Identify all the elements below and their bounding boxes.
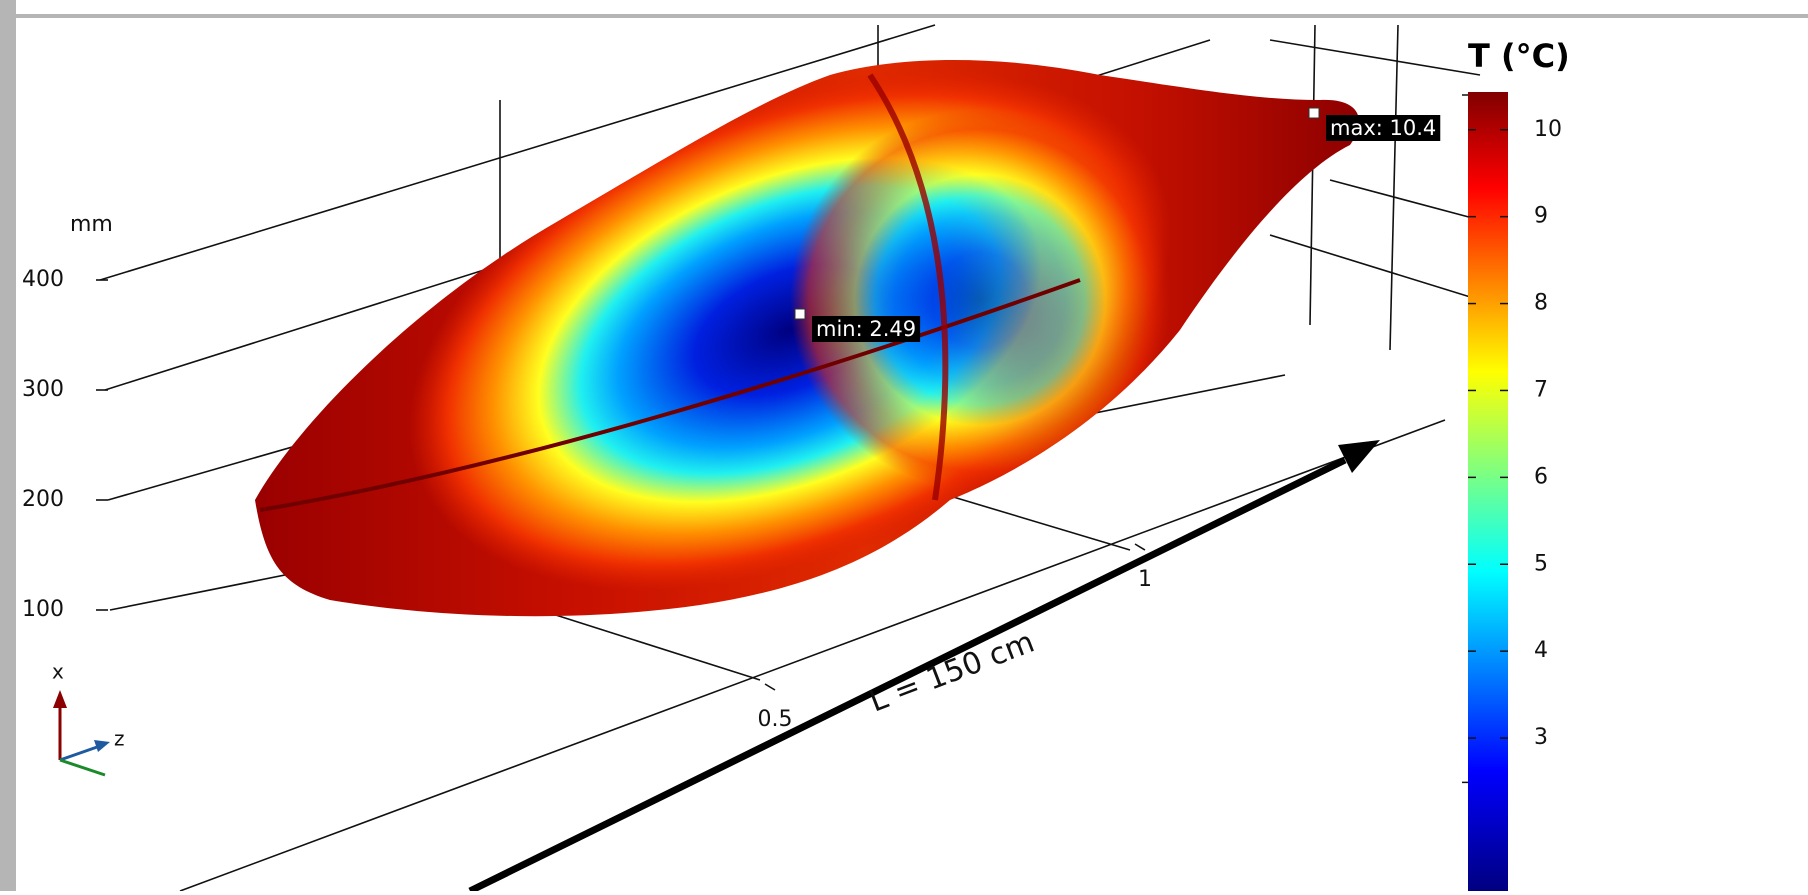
z-tick-label: 200	[22, 487, 64, 512]
axis-label: mm	[70, 212, 113, 237]
z-tick-label: 400	[22, 267, 64, 292]
x-tick	[765, 684, 775, 690]
chart: mm L = 150 cm x z T (°C) 100 200 300 400 0.5…	[0, 0, 1808, 891]
colorbar-tick-label: 3	[1534, 725, 1548, 750]
colorbar-tick-label: 4	[1534, 638, 1548, 663]
colorbar	[1468, 92, 1508, 891]
triad-label: z	[114, 727, 125, 751]
arrow-head	[1338, 440, 1380, 473]
surface	[255, 0, 1359, 693]
triad	[53, 690, 110, 775]
colorbar-tick-label: 6	[1534, 464, 1548, 489]
annotation-marker	[795, 309, 805, 319]
z-tick-label: 300	[22, 377, 64, 402]
frame-top	[16, 14, 1808, 18]
annotation-label: min: 2.49	[816, 317, 916, 341]
annotation-marker	[1309, 108, 1319, 118]
colorbar-title: T (°C)	[1468, 37, 1570, 75]
z-tick-label: 100	[22, 597, 64, 622]
colorbar-tick-label: 8	[1534, 291, 1548, 316]
x-tick-label: 1	[1138, 567, 1152, 592]
colorbar-tick-label: 7	[1534, 377, 1548, 402]
frame-left	[0, 0, 16, 891]
length-label: L = 150 cm	[865, 625, 1039, 720]
colorbar-tick-label: 9	[1534, 204, 1548, 229]
annotation-label: max: 10.4	[1330, 116, 1436, 140]
triad-label: x	[52, 660, 64, 684]
colorbar-tick-label: 10	[1534, 117, 1562, 142]
x-tick-label: 0.5	[758, 707, 793, 732]
page: {"chart_data": {"type": "surface3d", "ax…	[0, 0, 1808, 891]
x-tick	[1135, 544, 1145, 550]
colorbar-tick-label: 5	[1534, 551, 1548, 576]
